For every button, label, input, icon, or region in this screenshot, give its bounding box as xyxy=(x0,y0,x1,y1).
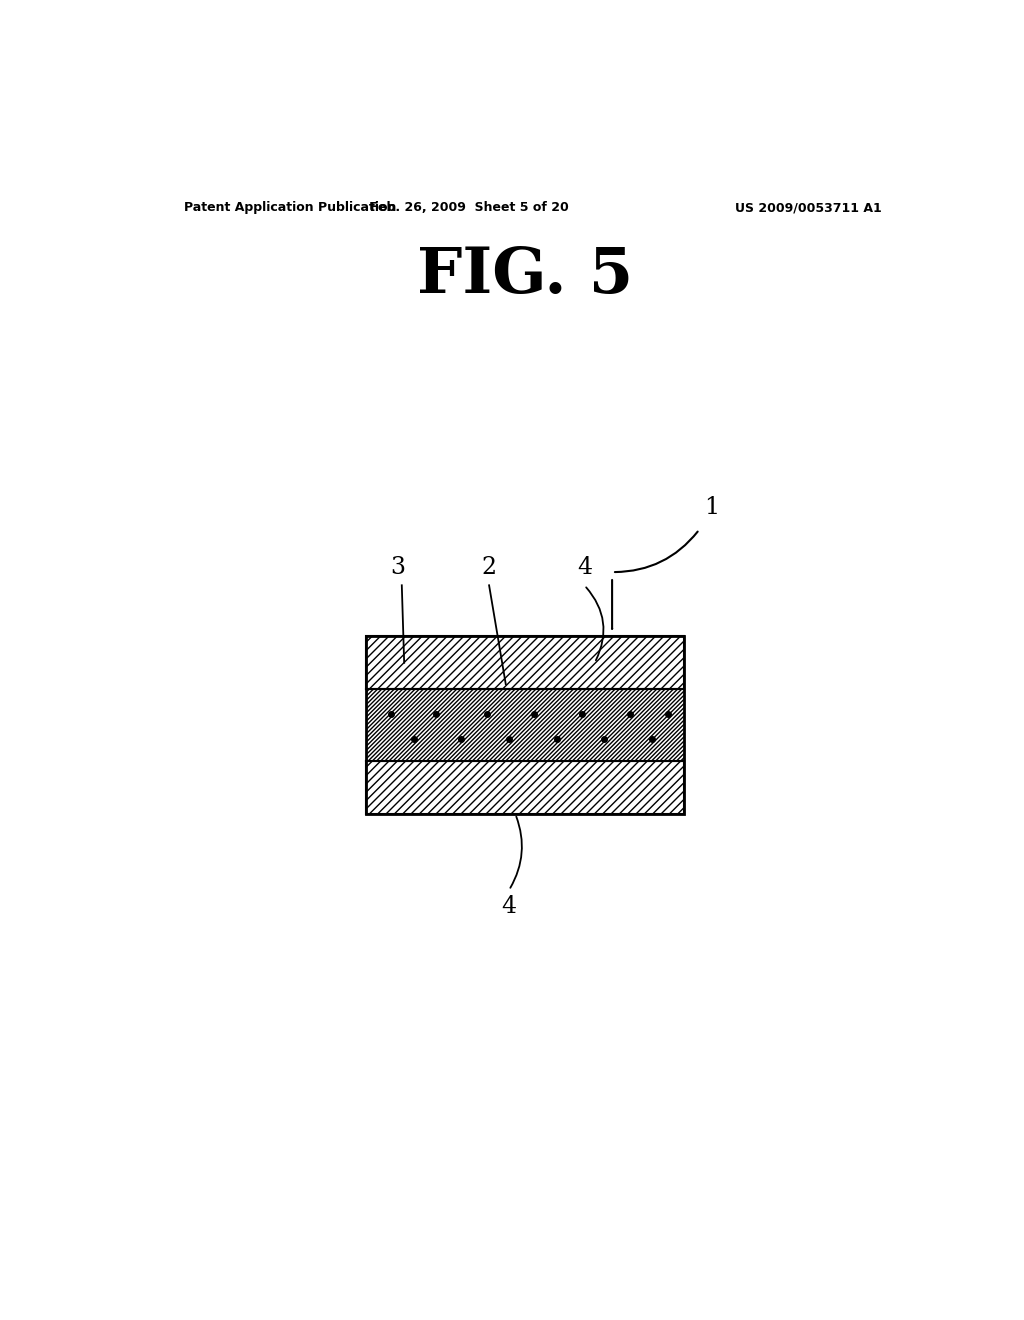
Text: US 2009/0053711 A1: US 2009/0053711 A1 xyxy=(735,201,882,214)
Bar xyxy=(367,636,684,814)
Text: 4: 4 xyxy=(502,895,516,919)
Bar xyxy=(367,689,684,760)
Bar xyxy=(367,636,684,689)
Text: 1: 1 xyxy=(703,496,719,519)
Text: 3: 3 xyxy=(390,556,406,579)
Text: Patent Application Publication: Patent Application Publication xyxy=(183,201,396,214)
Text: Feb. 26, 2009  Sheet 5 of 20: Feb. 26, 2009 Sheet 5 of 20 xyxy=(370,201,568,214)
Text: 4: 4 xyxy=(577,556,592,579)
Text: FIG. 5: FIG. 5 xyxy=(417,244,633,306)
Bar xyxy=(367,760,684,814)
Text: 2: 2 xyxy=(481,556,497,579)
